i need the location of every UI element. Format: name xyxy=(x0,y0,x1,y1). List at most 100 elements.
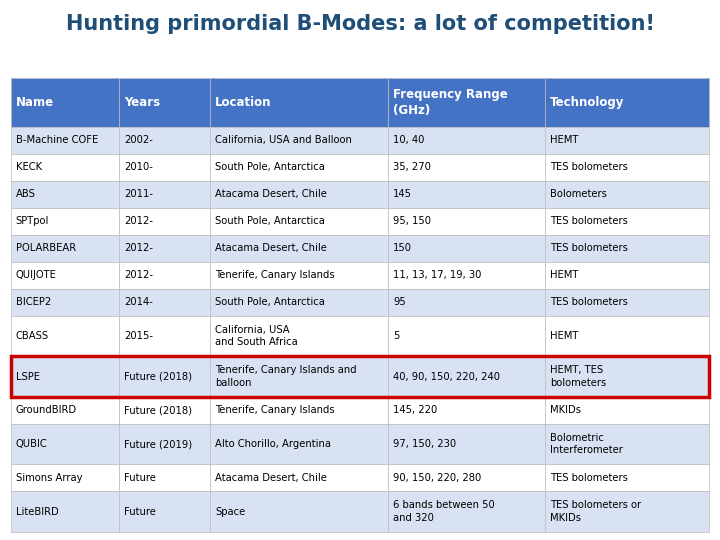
Text: Tenerife, Canary Islands: Tenerife, Canary Islands xyxy=(215,406,335,415)
Text: South Pole, Antarctica: South Pole, Antarctica xyxy=(215,298,325,307)
Text: Bolometers: Bolometers xyxy=(550,190,607,199)
Text: KECK: KECK xyxy=(16,163,42,172)
Bar xyxy=(119,397,210,424)
Bar xyxy=(11,262,119,289)
Text: Space: Space xyxy=(215,507,245,517)
Bar xyxy=(210,397,388,424)
Text: 10, 40: 10, 40 xyxy=(393,136,424,145)
Bar xyxy=(210,235,388,262)
Bar xyxy=(11,397,119,424)
Text: TES bolometers: TES bolometers xyxy=(550,244,628,253)
Bar xyxy=(388,127,545,154)
Text: POLARBEAR: POLARBEAR xyxy=(16,244,76,253)
Bar xyxy=(119,464,210,491)
Bar xyxy=(545,78,709,127)
Text: Future: Future xyxy=(124,507,156,517)
Bar xyxy=(11,424,119,464)
Text: Technology: Technology xyxy=(550,96,624,109)
Bar xyxy=(210,491,388,532)
Bar xyxy=(11,356,119,397)
Bar xyxy=(210,208,388,235)
Bar xyxy=(545,181,709,208)
Text: TES bolometers: TES bolometers xyxy=(550,163,628,172)
Text: Years: Years xyxy=(124,96,161,109)
Text: QUBIC: QUBIC xyxy=(16,439,48,449)
Bar xyxy=(11,356,709,397)
Bar xyxy=(388,262,545,289)
Bar xyxy=(210,316,388,356)
Text: Tenerife, Canary Islands and
balloon: Tenerife, Canary Islands and balloon xyxy=(215,366,356,388)
Bar xyxy=(11,78,119,127)
Text: 40, 90, 150, 220, 240: 40, 90, 150, 220, 240 xyxy=(393,372,500,382)
Bar xyxy=(388,154,545,181)
Text: TES bolometers: TES bolometers xyxy=(550,217,628,226)
Bar xyxy=(545,316,709,356)
Bar xyxy=(11,208,119,235)
Bar xyxy=(388,356,545,397)
Text: Simons Array: Simons Array xyxy=(16,473,82,483)
Bar xyxy=(210,181,388,208)
Text: 2012-: 2012- xyxy=(124,244,153,253)
Text: 95, 150: 95, 150 xyxy=(393,217,431,226)
Bar xyxy=(210,262,388,289)
Bar xyxy=(210,356,388,397)
Text: Future (2018): Future (2018) xyxy=(124,372,192,382)
Bar xyxy=(11,464,119,491)
Bar xyxy=(545,127,709,154)
Text: South Pole, Antarctica: South Pole, Antarctica xyxy=(215,217,325,226)
Text: HEMT: HEMT xyxy=(550,271,578,280)
Bar xyxy=(210,289,388,316)
Text: QUIJOTE: QUIJOTE xyxy=(16,271,57,280)
Bar xyxy=(388,235,545,262)
Text: Atacama Desert, Chile: Atacama Desert, Chile xyxy=(215,244,327,253)
Bar xyxy=(545,154,709,181)
Text: Bolometric
Interferometer: Bolometric Interferometer xyxy=(550,433,623,455)
Text: 2012-: 2012- xyxy=(124,217,153,226)
Bar xyxy=(388,208,545,235)
Bar xyxy=(388,78,545,127)
Text: Tenerife, Canary Islands: Tenerife, Canary Islands xyxy=(215,271,335,280)
Bar xyxy=(11,235,119,262)
Text: Atacama Desert, Chile: Atacama Desert, Chile xyxy=(215,473,327,483)
Bar xyxy=(119,491,210,532)
Bar xyxy=(119,424,210,464)
Text: 2014-: 2014- xyxy=(124,298,153,307)
Text: 150: 150 xyxy=(393,244,412,253)
Bar xyxy=(545,397,709,424)
Text: B-Machine COFE: B-Machine COFE xyxy=(16,136,98,145)
Bar xyxy=(210,127,388,154)
Text: Frequency Range
(GHz): Frequency Range (GHz) xyxy=(393,88,508,117)
Text: 145: 145 xyxy=(393,190,412,199)
Bar xyxy=(119,235,210,262)
Bar xyxy=(11,181,119,208)
Text: 2011-: 2011- xyxy=(124,190,153,199)
Bar xyxy=(119,78,210,127)
Text: Hunting primordial B-Modes: a lot of competition!: Hunting primordial B-Modes: a lot of com… xyxy=(66,14,654,35)
Text: LiteBIRD: LiteBIRD xyxy=(16,507,58,517)
Bar xyxy=(388,316,545,356)
Text: ABS: ABS xyxy=(16,190,36,199)
Bar xyxy=(545,464,709,491)
Bar xyxy=(210,154,388,181)
Bar xyxy=(11,491,119,532)
Text: Alto Chorillo, Argentina: Alto Chorillo, Argentina xyxy=(215,439,331,449)
Bar xyxy=(119,127,210,154)
Text: Future: Future xyxy=(124,473,156,483)
Text: 35, 270: 35, 270 xyxy=(393,163,431,172)
Bar xyxy=(388,289,545,316)
Bar xyxy=(388,464,545,491)
Bar xyxy=(119,316,210,356)
Text: Atacama Desert, Chile: Atacama Desert, Chile xyxy=(215,190,327,199)
Text: California, USA
and South Africa: California, USA and South Africa xyxy=(215,325,297,347)
Bar xyxy=(388,491,545,532)
Bar xyxy=(119,154,210,181)
Text: LSPE: LSPE xyxy=(16,372,40,382)
Bar xyxy=(545,262,709,289)
Text: HEMT, TES
bolometers: HEMT, TES bolometers xyxy=(550,366,606,388)
Text: Name: Name xyxy=(16,96,54,109)
Text: 11, 13, 17, 19, 30: 11, 13, 17, 19, 30 xyxy=(393,271,482,280)
Text: 97, 150, 230: 97, 150, 230 xyxy=(393,439,456,449)
Text: 2010-: 2010- xyxy=(124,163,153,172)
Bar xyxy=(119,208,210,235)
Bar xyxy=(545,491,709,532)
